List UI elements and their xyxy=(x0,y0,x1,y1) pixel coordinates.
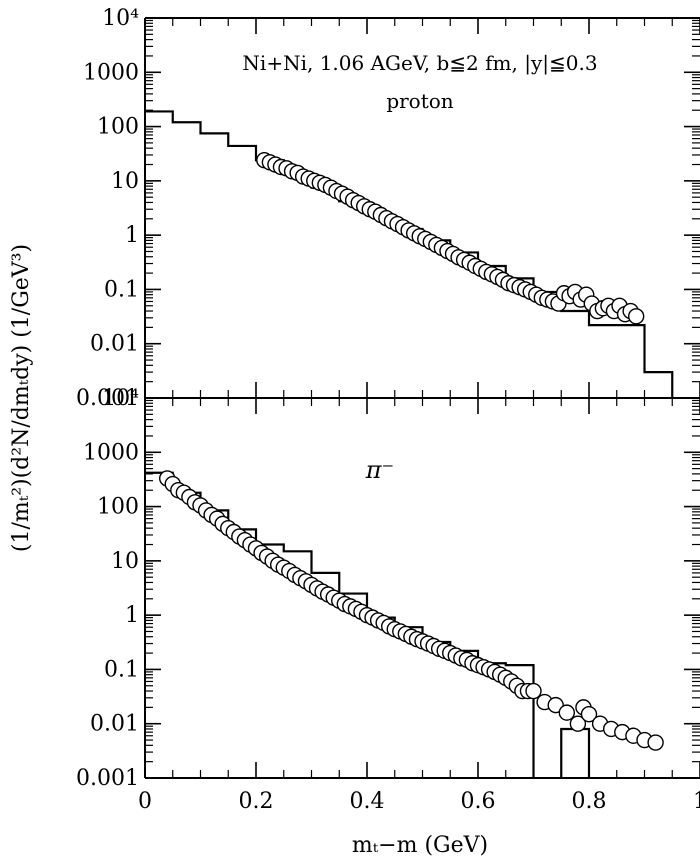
bottom-data-point xyxy=(580,705,598,723)
bottom-histogram xyxy=(145,471,535,778)
xtick-label: 0 xyxy=(138,789,152,814)
bottom-data-point xyxy=(547,696,564,714)
x-axis-title: mₜ−m (GeV) xyxy=(352,833,488,858)
top-histogram xyxy=(145,110,674,398)
top-ytick-label: 10⁴ xyxy=(102,6,139,31)
top-data-point xyxy=(627,308,645,325)
top-ytick-label: 100 xyxy=(97,115,139,140)
bottom-data-point xyxy=(569,715,587,732)
top-ytick-label: 1 xyxy=(125,223,139,248)
bottom-series-label: π⁻ xyxy=(365,456,394,484)
top-ytick-label: 1000 xyxy=(83,60,139,85)
xtick-label: 0.6 xyxy=(461,789,496,814)
bottom-ytick-label: 10 xyxy=(111,549,139,574)
bottom-ytick-label: 0.001 xyxy=(76,766,139,791)
bottom-histogram-spike xyxy=(560,727,591,778)
bottom-data-point xyxy=(525,682,542,700)
bottom-ytick-label: 100 xyxy=(97,495,139,520)
top-ytick-label: 0.001 xyxy=(76,386,139,411)
bottom-ytick-label: 0.01 xyxy=(90,712,139,737)
top-annotation: Ni+Ni, 1.06 AGeV, b≦2 fm, |y|≦0.3 xyxy=(242,51,597,76)
bottom-ytick-label: 1 xyxy=(125,603,139,628)
y-axis-title: (1/mₜ²)(d²N/dmₜdy) (1/GeV³) xyxy=(9,244,34,552)
top-panel: 0.001 0.01 0.1 1 10 100 1000 10⁴ xyxy=(76,6,700,411)
xtick-label: 0.4 xyxy=(350,789,385,814)
top-series-label: proton xyxy=(386,89,453,113)
top-ytick-label: 0.1 xyxy=(104,277,139,302)
xtick-label: 0.2 xyxy=(239,789,274,814)
bottom-ytick-label: 0.1 xyxy=(104,657,139,682)
top-ytick-label: 0.01 xyxy=(90,332,139,357)
xtick-label: 1 xyxy=(693,789,700,814)
bottom-panel: 0.001 0.01 0.1 1 10 100 1000 10⁴ 0 0.2 0.4 0.6 0.8 1 xyxy=(76,386,700,814)
bottom-data-point xyxy=(647,734,664,751)
top-ytick-label: 10 xyxy=(111,169,139,194)
bottom-ytick-label: 1000 xyxy=(83,440,139,465)
xtick-label: 0.8 xyxy=(572,789,607,814)
bottom-ytick-label: 10⁴ xyxy=(102,386,139,411)
bottom-data-point xyxy=(558,704,575,721)
